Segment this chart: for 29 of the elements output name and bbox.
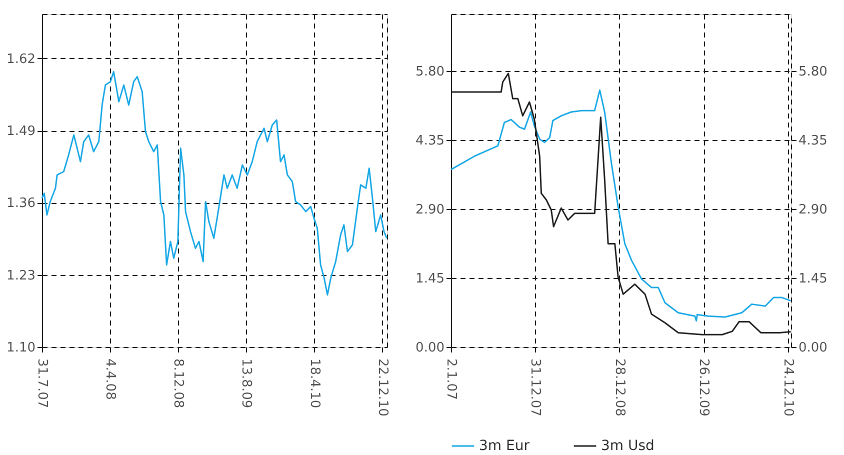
- y2-tick-label: 2.90: [798, 202, 828, 218]
- legend-label: 3m Usd: [601, 438, 654, 454]
- x-tick-label: 31.7.07: [34, 358, 50, 408]
- y-tick-label: 1.10: [6, 340, 36, 356]
- y-tick-label: 4.35: [416, 134, 444, 149]
- y2-tick-label: 4.35: [798, 134, 828, 149]
- x-tick-label: 31.12.07: [528, 358, 543, 416]
- x-tick-label: 24.12.10: [780, 358, 796, 416]
- y-tick-label: 1.23: [6, 268, 36, 284]
- y-tick-label: 1.62: [6, 52, 36, 67]
- legend-label: 3m Eur: [479, 438, 530, 454]
- x-tick-label: 26.12.09: [696, 358, 712, 416]
- y2-tick-label: 1.45: [798, 272, 828, 287]
- y-tick-label: 0.00: [416, 340, 444, 356]
- x-tick-label: 4.4.08: [102, 358, 118, 400]
- x-tick-label: 13.8.09: [238, 358, 254, 408]
- y-tick-label: 2.90: [416, 202, 444, 218]
- x-tick-label: 18.4.10: [306, 358, 322, 408]
- y-tick-label: 1.36: [6, 196, 36, 212]
- y2-tick-label: 0.00: [798, 340, 828, 356]
- y-tick-label: 1.45: [416, 272, 444, 287]
- x-tick-label: 2.1.07: [444, 358, 458, 400]
- line-series: [41, 70, 388, 296]
- x-tick-label: 22.12.10: [374, 358, 390, 416]
- x-tick-label: 28.12.08: [612, 358, 627, 416]
- x-tick-label: 8.12.08: [170, 358, 186, 408]
- y-tick-label: 5.80: [416, 64, 444, 80]
- y-tick-label: 1.49: [6, 124, 36, 140]
- y2-tick-label: 5.80: [798, 64, 828, 80]
